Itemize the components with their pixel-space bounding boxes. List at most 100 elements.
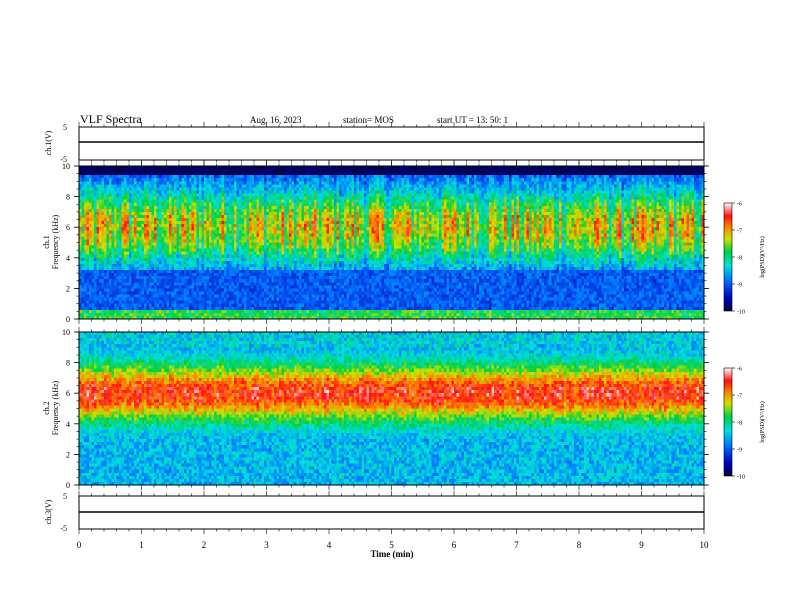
spectrogram-cell (544, 172, 547, 175)
spectrogram-cell (277, 166, 280, 169)
spectrogram-cell (534, 169, 537, 172)
spectrogram-cell (532, 166, 535, 169)
spectrogram-cell (577, 169, 580, 172)
spectrogram-cell (659, 172, 662, 175)
spectrogram-cell (317, 175, 320, 178)
spectrogram-cell (307, 175, 310, 178)
spectrogram-cell (122, 178, 125, 181)
spectrogram-cell (142, 175, 145, 178)
spectrogram-cell (609, 169, 612, 172)
spectrogram-cell (497, 175, 500, 178)
spectrogram-cell (439, 169, 442, 172)
spectrogram-cell (209, 178, 212, 181)
spectrogram-cell (624, 178, 627, 181)
spectrogram-cell (269, 166, 272, 169)
spectrogram-cell (492, 166, 495, 169)
spectrogram-cell (349, 169, 352, 172)
spectrogram-cell (484, 178, 487, 181)
spectrogram-cell (514, 181, 517, 184)
spectrogram-cell (454, 172, 457, 175)
spectrogram-cell (504, 178, 507, 181)
spectrogram-cell (272, 181, 275, 184)
spectrogram-cell (639, 169, 642, 172)
spectrogram-cell (512, 169, 515, 172)
spectrogram-cell (384, 175, 387, 178)
spectrogram-cell (144, 172, 147, 175)
spectrogram-cell (367, 172, 370, 175)
spectrogram-cell (654, 178, 657, 181)
spectrogram-cell (197, 166, 200, 169)
spectrogram-cell (552, 166, 555, 169)
spectrogram-cell (204, 175, 207, 178)
spectrogram-cell (534, 175, 537, 178)
spectrogram-cell (279, 181, 282, 184)
spectrogram-cell (299, 169, 302, 172)
spectrogram-cell (247, 175, 250, 178)
spectrogram-cell (162, 172, 165, 175)
spectrogram-cell (597, 175, 600, 178)
spectrogram-cell (434, 172, 437, 175)
spectrogram-cell (694, 169, 697, 172)
spectrogram-cell (629, 172, 632, 175)
spectrogram-cell (169, 166, 172, 169)
spectrogram-cell (204, 172, 207, 175)
spectrogram-cell (692, 166, 695, 169)
spectrogram-cell (432, 172, 435, 175)
spectrogram-cell (307, 178, 310, 181)
spectrogram-cell (507, 169, 510, 172)
spectrogram-cell (124, 175, 127, 178)
spectrogram-cell (232, 169, 235, 172)
spectrogram-cell (612, 169, 615, 172)
spectrogram-cell (557, 166, 560, 169)
spectrogram-cell (169, 175, 172, 178)
spectrogram-cell (292, 166, 295, 169)
spectrogram-cell (272, 169, 275, 172)
spectrogram-cell (499, 166, 502, 169)
spectrogram-cell (689, 166, 692, 169)
spectrogram-cell (229, 184, 232, 187)
spectrogram-cell (379, 175, 382, 178)
spectrogram-cell (672, 172, 675, 175)
ch1-spectrogram-panel: 0246810 ch.1 Frequency (kHz) (42, 162, 709, 324)
spectrogram-cell (262, 184, 265, 187)
spectrogram-cell (337, 181, 340, 184)
spectrogram-cell (237, 181, 240, 184)
spectrogram-cell (337, 178, 340, 181)
spectrogram-cell (277, 175, 280, 178)
spectrogram-cell (339, 178, 342, 181)
spectrogram-cell (174, 184, 177, 187)
spectrogram-cell (139, 178, 142, 181)
spectrogram-cell (637, 178, 640, 181)
spectrogram-cell (529, 172, 532, 175)
spectrogram-cell (329, 178, 332, 181)
spectrogram-cell (162, 184, 165, 187)
spectrogram-cell (559, 178, 562, 181)
spectrogram-cell (154, 184, 157, 187)
spectrogram-cell (347, 181, 350, 184)
spectrogram-cell (452, 175, 455, 178)
spectrogram-cell (422, 172, 425, 175)
spectrogram-cell (297, 175, 300, 178)
vlf-spectra-figure: 5 -5 ch.1(V) 0246810 ch.1 Frequency (kHz… (0, 0, 792, 612)
spectrogram-cell (262, 175, 265, 178)
spectrogram-cell (532, 181, 535, 184)
spectrogram-cell (92, 172, 95, 175)
spectrogram-cell (512, 166, 515, 169)
spectrogram-cell (459, 178, 462, 181)
spectrogram-cell (354, 178, 357, 181)
spectrogram-cell (392, 175, 395, 178)
spectrogram-cell (252, 169, 255, 172)
spectrogram-cell (119, 175, 122, 178)
spectrogram-cell (182, 178, 185, 181)
spectrogram-cell (457, 175, 460, 178)
spectrogram-cell (294, 175, 297, 178)
spectrogram-cell (417, 172, 420, 175)
spectrogram-cell (237, 166, 240, 169)
spectrogram-cell (452, 166, 455, 169)
spectrogram-cell (409, 181, 412, 184)
spectrogram-cell (539, 175, 542, 178)
spectrogram-cell (604, 181, 607, 184)
spectrogram-cell (184, 175, 187, 178)
spectrogram-cell (132, 175, 135, 178)
spectrogram-cell (484, 172, 487, 175)
